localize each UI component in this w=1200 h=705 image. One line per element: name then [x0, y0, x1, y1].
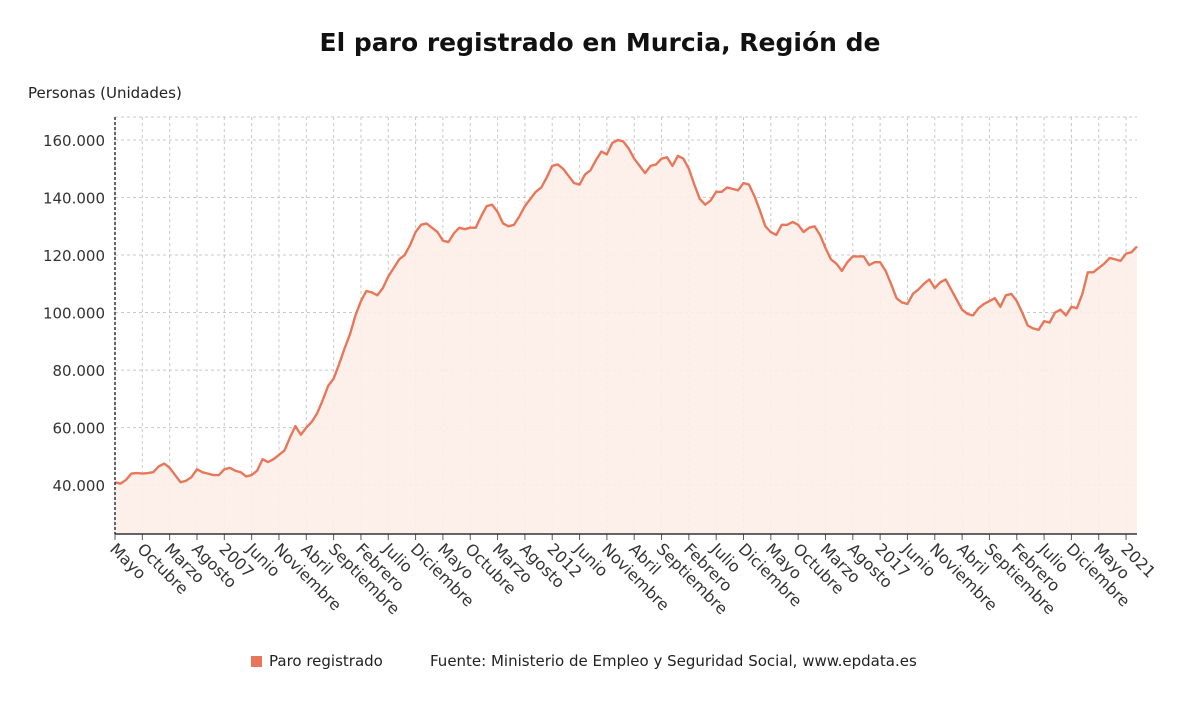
y-tick-labels: 40.000 60.000 80.000 100.000 120.000 140.000 1…: [43, 132, 105, 495]
legend-swatch: [251, 655, 262, 667]
chart-title: El paro registrado en Murcia, Región de: [319, 28, 881, 57]
series-area-fill: [115, 140, 1137, 534]
series-line-paro-registrado: [114, 138, 1138, 485]
y-tick-label: 120.000: [43, 247, 105, 265]
y-tick-label: 140.000: [43, 190, 105, 208]
source-note: Fuente: Ministerio de Empleo y Seguridad…: [430, 652, 917, 670]
legend-label: Paro registrado: [269, 652, 383, 670]
y-tick-label: 40.000: [53, 477, 106, 495]
y-axis-label: Personas (Unidades): [28, 84, 182, 102]
y-tick-label: 100.000: [43, 305, 105, 323]
x-tick-labels: MayoOctubreMarzoAgosto2007JunioNoviembre…: [106, 539, 1159, 619]
area-layer: [114, 138, 1138, 534]
legend: Paro registrado: [251, 652, 383, 670]
y-tick-label: 60.000: [53, 420, 106, 438]
axis-layer: [114, 117, 1137, 540]
y-tick-label: 80.000: [53, 362, 106, 380]
y-tick-label: 160.000: [43, 132, 105, 150]
